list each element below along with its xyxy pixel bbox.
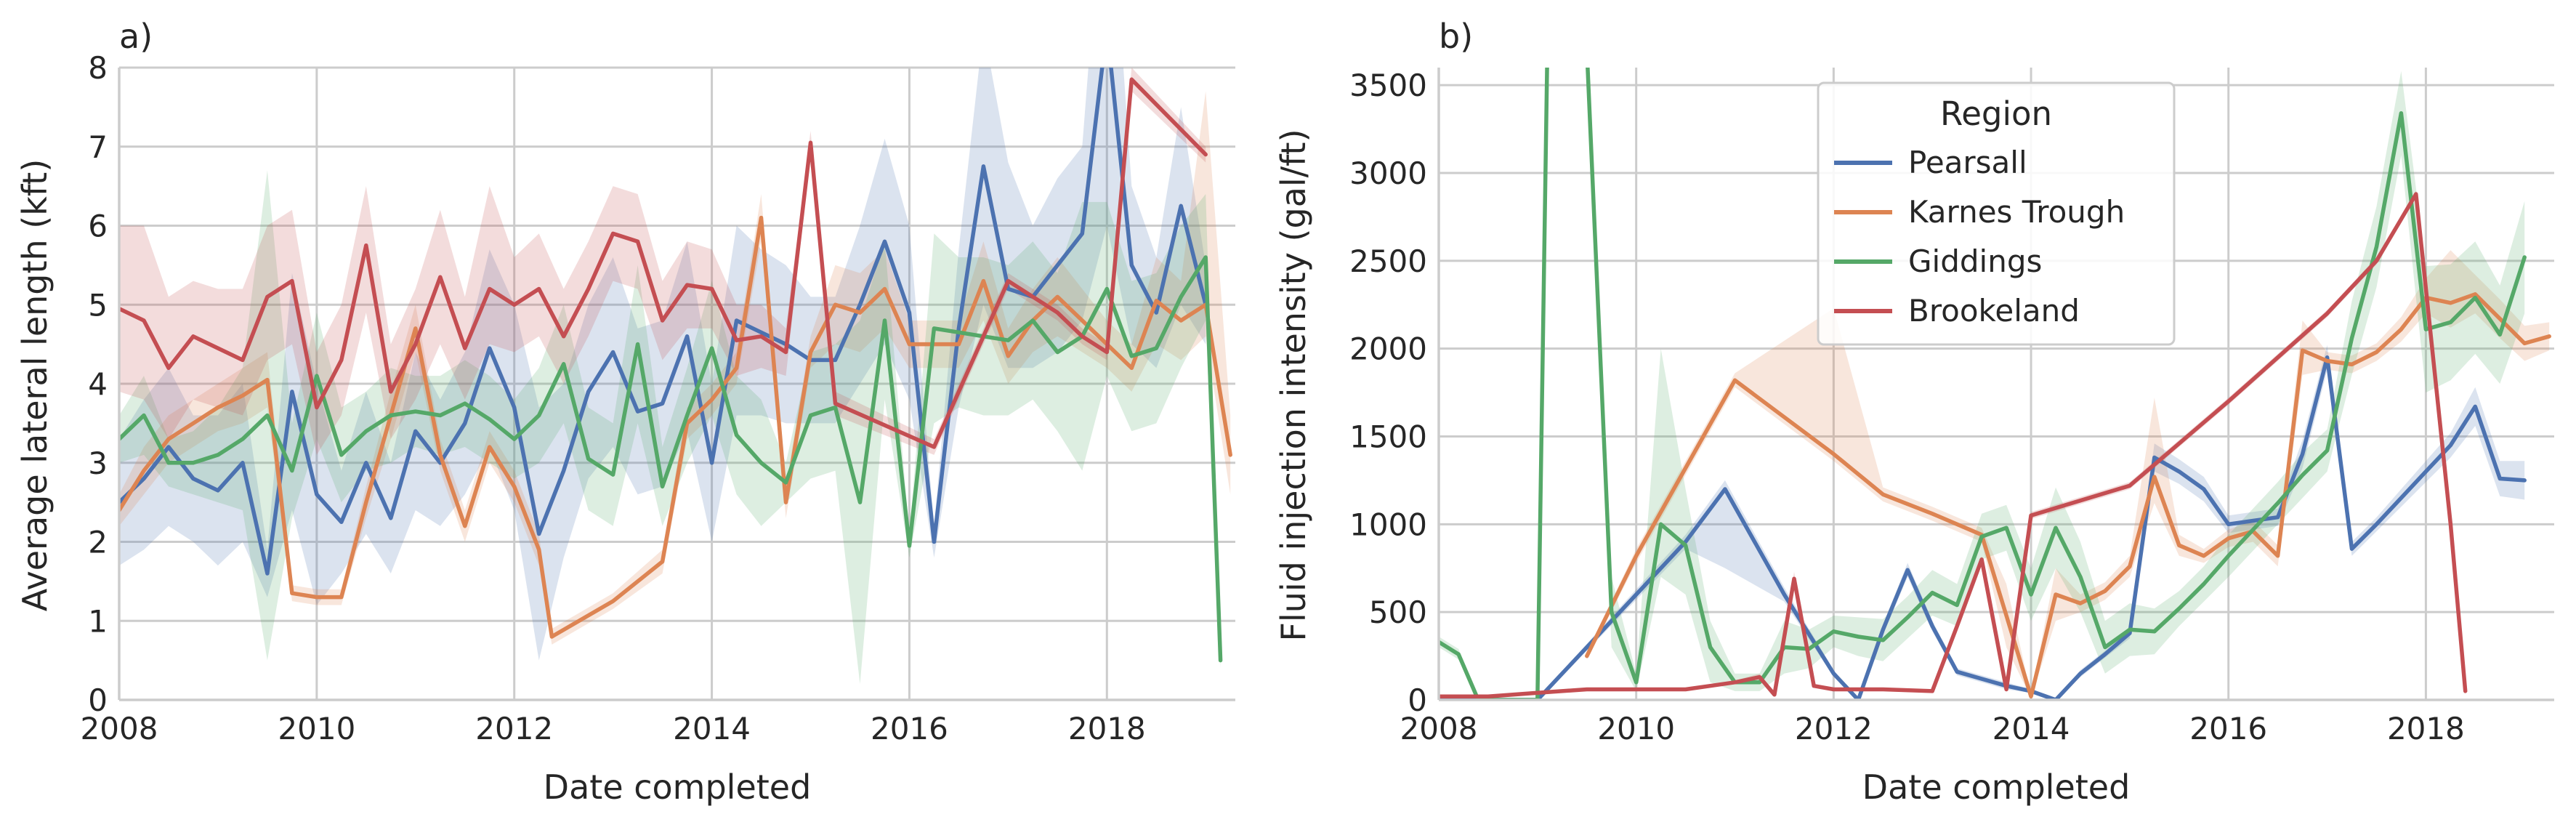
panel-b-band-giddings [1439,68,2525,700]
panel-b-band-karnes-trough [1586,250,2550,698]
panel-a-band-karnes-trough [119,91,1231,645]
panel-a-lines [119,68,1232,663]
panel-b-ytick-label: 500 [1369,595,1427,630]
panel-a-band-brookeland [119,68,1206,455]
legend-frame [1817,81,2176,346]
panel-b-xtick-label: 2008 [1400,711,1478,746]
panel-b-series-giddings [1439,68,2527,700]
panel-b-series-karnes-trough [1585,292,2551,698]
panel-a-ytick-label: 2 [88,525,108,560]
panel-a-ytick-label: 0 [88,682,108,718]
panel-a-ytick-label: 5 [88,287,108,323]
panel-b-lines [1439,68,2551,700]
panel-b-xtick-label: 2012 [1795,711,1873,746]
panel-a: a) Date completed Average lateral length… [15,17,1235,807]
panel-a-series-pearsall [119,68,1208,576]
panel-b-ytick-label: 2000 [1349,331,1427,367]
panel-a-ytick-label: 4 [88,366,108,402]
panel-b-series-pearsall [1439,355,2527,700]
panel-a-ytick-label: 1 [88,603,108,639]
panel-b-ytick-label: 0 [1408,682,1427,718]
panel-a-series-brookeland [119,77,1208,449]
panel-a-ytick-label: 8 [88,50,108,86]
panel-b-ytick-label: 1500 [1349,419,1427,455]
panel-a-xlabel: Date completed [544,767,812,807]
panel-b-xtick-label: 2010 [1597,711,1675,746]
panel-a-label: a) [119,17,153,56]
panel-a-xtick-label: 2010 [278,711,355,746]
panel-a-xtick-label: 2012 [475,711,553,746]
legend-label-pearsall: Pearsall [1908,145,2027,180]
panel-b-ytick-label: 3000 [1349,156,1427,191]
legend-label-karnes-trough: Karnes Trough [1908,194,2125,230]
panel-a-bands [119,68,1231,685]
panel-a-xtick-label: 2016 [871,711,948,746]
panel-b-label: b) [1439,17,1473,56]
panel-b-xtick-label: 2014 [1992,711,2070,746]
panel-b-bands [1439,68,2550,700]
legend: Region Pearsall Karnes Trough Giddings Brook… [1817,81,2176,346]
panel-b-ytick-label: 1000 [1349,507,1427,542]
panel-a-xtick-label: 2008 [81,711,158,746]
panel-b-ytick-label: 3500 [1349,68,1427,103]
panel-a-series-karnes-trough [119,215,1232,639]
panel-a-ytick-label: 7 [88,129,108,165]
panel-b-ytick-label: 2500 [1349,243,1427,279]
panel-a-ytick-label: 3 [88,446,108,481]
legend-label-giddings: Giddings [1908,243,2042,279]
panel-b-ylabel: Fluid injection intensity (gal/ft) [1274,129,1313,641]
panel-a-ylabel: Average lateral length (kft) [15,159,54,612]
panel-b: b) Date completed Fluid injection intens… [1274,17,2554,807]
panel-a-ytick-label: 6 [88,209,108,244]
legend-label-brookeland: Brookeland [1908,293,2080,329]
panel-b-xtick-label: 2018 [2387,711,2465,746]
panel-a-xtick-label: 2014 [673,711,751,746]
panel-b-series-brookeland [1439,192,2468,698]
panel-a-band-giddings [119,170,1221,685]
legend-title: Region [1940,94,2052,133]
panel-a-series-giddings [119,255,1223,663]
panel-a-xtick-label: 2018 [1068,711,1146,746]
panel-b-xtick-label: 2016 [2189,711,2267,746]
panel-a-grid [118,66,1235,701]
panel-b-xlabel: Date completed [1862,767,2131,807]
